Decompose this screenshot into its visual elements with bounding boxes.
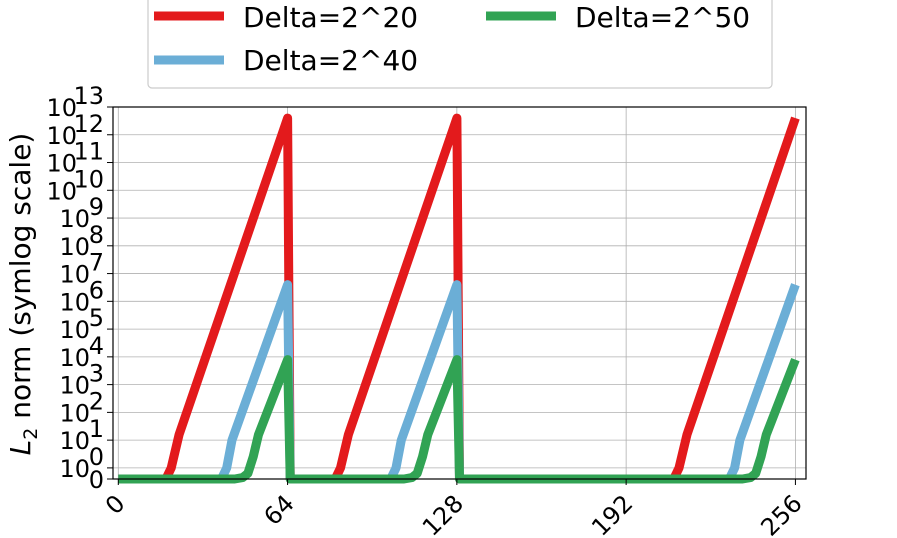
y-tick-exponent-14: 13 (73, 82, 104, 110)
x-tick-label-0: 0 (100, 489, 131, 520)
y-tick-label-10: 10 (59, 205, 90, 233)
y-tick-label-7: 10 (59, 288, 90, 316)
y-tick-label-0: 0 (89, 466, 104, 494)
y-tick-exponent-11: 10 (73, 165, 104, 193)
y-tick-exponent-1: 0 (89, 443, 104, 471)
y-tick-exponent-2: 1 (89, 415, 104, 443)
legend-label-series-2: Delta=2^50 (575, 1, 750, 34)
y-tick-exponent-9: 8 (89, 221, 104, 249)
y-tick-label-14: 10 (46, 94, 77, 122)
y-tick-label-9: 10 (59, 233, 90, 261)
y-axis-label: L2 norm (symlog scale) (4, 133, 42, 456)
x-tick-label-3: 192 (586, 489, 638, 538)
legend-label-series-0: Delta=2^20 (243, 1, 418, 34)
y-ticks: 0100101102103104105106107108109101010111… (46, 82, 113, 494)
series-line-2 (118, 355, 800, 484)
y-tick-exponent-13: 12 (73, 110, 104, 138)
y-tick-label-3: 10 (59, 399, 90, 427)
x-tick-label-2: 128 (417, 489, 469, 538)
y-tick-label-2: 10 (59, 427, 90, 455)
y-tick-exponent-8: 7 (89, 249, 104, 277)
y-tick-label-8: 10 (59, 261, 90, 289)
legend-frame (147, 0, 773, 89)
y-tick-exponent-10: 9 (89, 193, 104, 221)
y-tick-exponent-3: 2 (89, 387, 104, 415)
series-line-1 (118, 280, 800, 484)
x-tick-label-1: 64 (258, 489, 299, 530)
y-tick-exponent-6: 5 (89, 304, 104, 332)
y-tick-exponent-4: 3 (89, 360, 104, 388)
y-tick-label-6: 10 (59, 316, 90, 344)
plot-frame (112, 106, 807, 480)
y-tick-exponent-5: 4 (89, 332, 104, 360)
x-tick-label-4: 256 (755, 489, 807, 538)
y-tick-label-11: 10 (46, 177, 77, 205)
y-tick-label-5: 10 (59, 344, 90, 372)
legend: Delta=2^20 Delta=2^40 Delta=2^50 (147, 0, 773, 89)
y-tick-label-13: 10 (46, 122, 77, 150)
x-ticks: 0 64 128 192 256 (100, 479, 808, 538)
series-line-0 (118, 113, 800, 484)
y-tick-exponent-7: 6 (89, 276, 104, 304)
y-tick-label-4: 10 (59, 372, 90, 400)
legend-label-series-1: Delta=2^40 (243, 44, 418, 77)
y-tick-label-1: 10 (59, 455, 90, 483)
series-lines (118, 113, 800, 484)
y-tick-label-12: 10 (46, 150, 77, 178)
y-tick-exponent-12: 11 (73, 138, 104, 166)
